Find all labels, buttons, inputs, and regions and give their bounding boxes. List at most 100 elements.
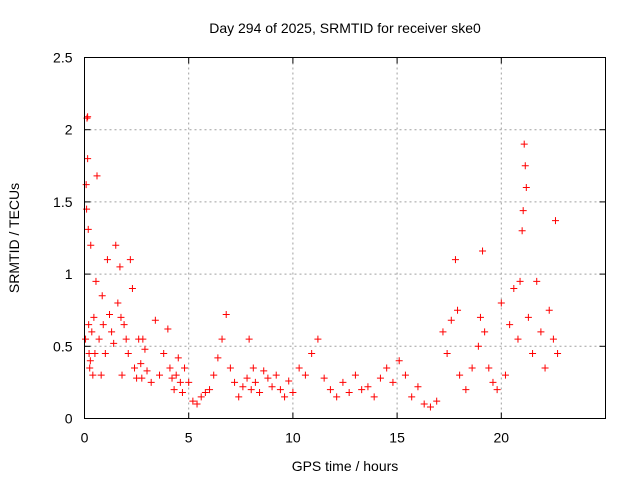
data-point xyxy=(89,371,97,379)
data-point xyxy=(245,335,253,343)
x-tick-label: 10 xyxy=(285,430,301,446)
data-point xyxy=(533,277,541,285)
data-point xyxy=(506,321,514,329)
data-point xyxy=(326,386,334,394)
data-point xyxy=(545,306,553,314)
data-point xyxy=(485,364,493,372)
data-point xyxy=(289,389,297,397)
data-point xyxy=(479,247,487,255)
data-point xyxy=(239,383,247,391)
data-point xyxy=(197,393,205,401)
data-point xyxy=(82,335,90,343)
data-point xyxy=(370,393,378,401)
data-point xyxy=(86,357,94,365)
data-point xyxy=(537,328,545,336)
data-point xyxy=(301,371,309,379)
data-point xyxy=(141,345,149,353)
data-point xyxy=(524,313,532,321)
data-point xyxy=(285,377,293,385)
data-point xyxy=(193,400,201,408)
data-point xyxy=(95,335,103,343)
data-point xyxy=(108,328,116,336)
data-point xyxy=(110,339,118,347)
data-point xyxy=(185,378,193,386)
data-point xyxy=(118,371,126,379)
data-point xyxy=(521,162,529,170)
data-point xyxy=(554,350,562,358)
data-point xyxy=(489,378,497,386)
data-point xyxy=(247,386,255,394)
x-tick-label: 20 xyxy=(494,430,510,446)
data-point xyxy=(268,383,276,391)
data-point xyxy=(456,371,464,379)
data-point xyxy=(260,367,268,375)
data-point xyxy=(520,140,528,148)
data-point xyxy=(82,181,90,189)
data-point xyxy=(454,306,462,314)
data-point xyxy=(231,378,239,386)
data-point xyxy=(176,378,184,386)
data-point xyxy=(272,371,280,379)
axis-ticks: 0 0.5 1 1.5 2 2.5 0 5 10 15 20 xyxy=(53,50,606,446)
y-axis-label: SRMTID / TECUs xyxy=(6,183,22,293)
data-point xyxy=(414,383,422,391)
data-point xyxy=(218,335,226,343)
data-point xyxy=(395,357,403,365)
data-point xyxy=(295,364,303,372)
data-point xyxy=(117,313,125,321)
plot-frame xyxy=(84,57,606,419)
x-tick-label: 15 xyxy=(389,430,405,446)
data-point xyxy=(551,217,559,225)
data-point xyxy=(376,374,384,382)
data-point xyxy=(139,335,147,343)
x-tick-label: 5 xyxy=(185,430,193,446)
data-point xyxy=(106,311,114,319)
data-point xyxy=(493,386,501,394)
data-point xyxy=(112,241,120,249)
data-point xyxy=(97,371,105,379)
data-point xyxy=(137,360,145,368)
data-point xyxy=(251,378,259,386)
data-point xyxy=(189,397,197,405)
data-point xyxy=(249,364,257,372)
data-point xyxy=(426,403,434,411)
data-point xyxy=(264,374,272,382)
data-point xyxy=(235,393,243,401)
data-point xyxy=(147,378,155,386)
data-point xyxy=(514,335,522,343)
data-point xyxy=(226,364,234,372)
data-point xyxy=(345,389,353,397)
data-point xyxy=(86,364,94,372)
data-point xyxy=(522,183,530,191)
data-point xyxy=(138,374,146,382)
data-point xyxy=(84,225,92,233)
data-point xyxy=(214,354,222,362)
data-point xyxy=(476,313,484,321)
chart-title: Day 294 of 2025, SRMTID for receiver ske… xyxy=(209,20,481,36)
data-point xyxy=(164,325,172,333)
data-point xyxy=(333,393,341,401)
y-tick-label: 1.5 xyxy=(53,194,73,210)
data-point xyxy=(116,263,124,271)
data-point xyxy=(87,241,95,249)
data-point xyxy=(210,371,218,379)
data-point xyxy=(84,155,92,163)
y-tick-label: 2.5 xyxy=(53,50,73,66)
data-point xyxy=(98,292,106,300)
data-point xyxy=(451,256,459,264)
data-point xyxy=(497,299,505,307)
data-point xyxy=(364,383,372,391)
data-point xyxy=(308,350,316,358)
data-point xyxy=(518,227,526,235)
data-point xyxy=(160,350,168,358)
y-tick-label: 1 xyxy=(65,266,73,282)
data-point xyxy=(103,256,111,264)
data-point xyxy=(276,386,284,394)
data-point xyxy=(166,364,174,372)
data-point xyxy=(516,277,524,285)
data-point xyxy=(168,374,176,382)
data-point xyxy=(201,389,209,397)
data-point xyxy=(408,393,416,401)
data-point xyxy=(401,371,409,379)
